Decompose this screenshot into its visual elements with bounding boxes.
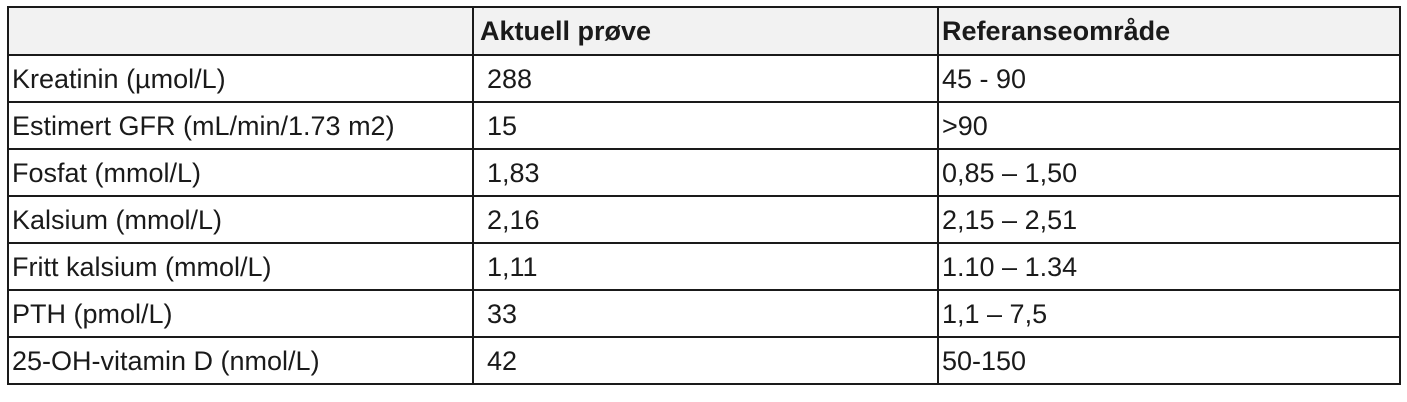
row-value: 1,11 [472, 242, 939, 291]
row-reference: >90 [937, 101, 1401, 150]
row-reference: 1,1 – 7,5 [937, 289, 1401, 338]
row-label: Kreatinin (µmol/L) [7, 54, 474, 103]
table-row: Fritt kalsium (mmol/L) 1,11 1.10 – 1.34 [7, 242, 1401, 291]
row-label: Kalsium (mmol/L) [7, 195, 474, 244]
table-row: 25-OH-vitamin D (nmol/L) 42 50-150 [7, 336, 1401, 385]
row-label: Fritt kalsium (mmol/L) [7, 242, 474, 291]
table-row: Fosfat (mmol/L) 1,83 0,85 – 1,50 [7, 148, 1401, 197]
row-value: 15 [472, 101, 939, 150]
header-parameter [7, 6, 474, 56]
row-label: Fosfat (mmol/L) [7, 148, 474, 197]
table-row: Kalsium (mmol/L) 2,16 2,15 – 2,51 [7, 195, 1401, 244]
header-reference-range: Referanseområde [937, 6, 1401, 56]
table-header: Aktuell prøve Referanseområde [7, 6, 1401, 56]
row-reference: 2,15 – 2,51 [937, 195, 1401, 244]
table-row: Kreatinin (µmol/L) 288 45 - 90 [7, 54, 1401, 103]
table-body: Kreatinin (µmol/L) 288 45 - 90 Estimert … [7, 54, 1401, 385]
row-reference: 0,85 – 1,50 [937, 148, 1401, 197]
table-row: Estimert GFR (mL/min/1.73 m2) 15 >90 [7, 101, 1401, 150]
lab-results-table-container: Aktuell prøve Referanseområde Kreatinin … [7, 6, 1401, 385]
row-value: 33 [472, 289, 939, 338]
row-value: 2,16 [472, 195, 939, 244]
row-label: Estimert GFR (mL/min/1.73 m2) [7, 101, 474, 150]
row-reference: 50-150 [937, 336, 1401, 385]
header-current-sample: Aktuell prøve [472, 6, 939, 56]
table-row: PTH (pmol/L) 33 1,1 – 7,5 [7, 289, 1401, 338]
header-row: Aktuell prøve Referanseområde [7, 6, 1401, 56]
row-reference: 1.10 – 1.34 [937, 242, 1401, 291]
row-value: 288 [472, 54, 939, 103]
row-value: 1,83 [472, 148, 939, 197]
lab-results-table: Aktuell prøve Referanseområde Kreatinin … [7, 6, 1401, 385]
row-reference: 45 - 90 [937, 54, 1401, 103]
row-label: PTH (pmol/L) [7, 289, 474, 338]
row-value: 42 [472, 336, 939, 385]
row-label: 25-OH-vitamin D (nmol/L) [7, 336, 474, 385]
